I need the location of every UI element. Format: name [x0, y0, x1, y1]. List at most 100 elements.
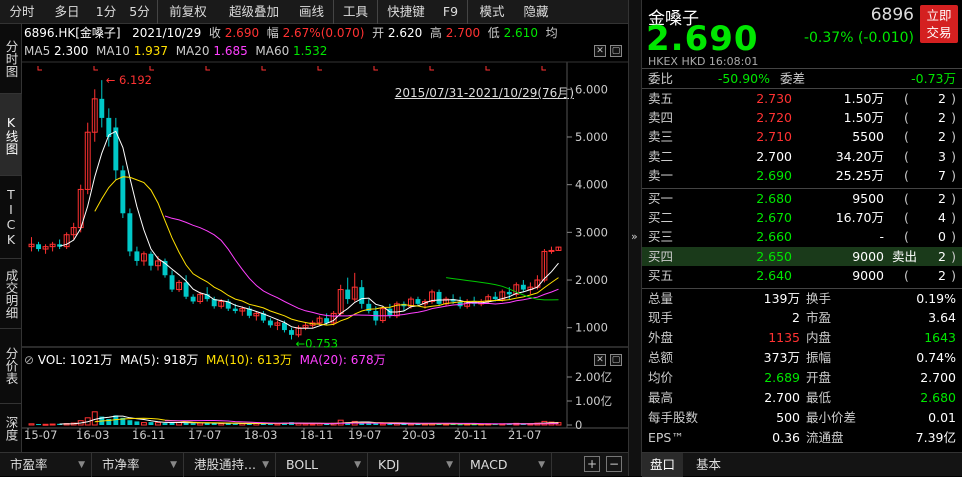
candle-74	[548, 246, 555, 254]
bid-price[interactable]: 2.650	[756, 248, 792, 264]
toolbar-btn-1[interactable]: 多日	[54, 3, 80, 19]
ma10-value: 1.937	[133, 44, 169, 58]
ask-paren-close: )	[951, 129, 956, 144]
candle-body	[351, 286, 358, 300]
vol-close-icon[interactable]: ✕	[594, 354, 606, 366]
candle-body	[289, 330, 294, 335]
stat-value: 3.64	[928, 310, 956, 325]
stat-value: 0.74%	[916, 350, 956, 365]
stat-row-2: 外盘 1135 内盘 1643	[642, 328, 962, 348]
bid-paren-open: (	[904, 191, 909, 206]
toolbar-btn-5[interactable]: 超级叠加	[228, 3, 279, 19]
toolbar-btn-9[interactable]: F9	[434, 0, 468, 24]
indicator-tab-2[interactable]: 港股通持... ▼	[184, 453, 276, 477]
ask-count: 7	[938, 168, 946, 183]
candle-6	[70, 222, 77, 240]
low-value: 2.610	[503, 26, 538, 40]
ma20-value: 1.685	[213, 44, 248, 58]
stock-code-name: 6896.HK[金嗓子]	[24, 26, 121, 40]
volume-bar	[457, 424, 463, 426]
left-tab-1[interactable]: K线图	[0, 94, 22, 176]
bid-row-0: 买一 2.680 9500 (2)	[642, 188, 962, 208]
candle-body	[91, 98, 98, 133]
event-marker	[429, 66, 434, 71]
ask-price[interactable]: 2.690	[756, 168, 792, 183]
ma20-label: MA20	[175, 44, 210, 58]
bid-price[interactable]: 2.670	[756, 209, 792, 225]
x-tick-label: 16-03	[76, 428, 110, 442]
indicator-tab-1[interactable]: 市净率 ▼	[92, 453, 184, 477]
left-tab-2[interactable]: TICK	[0, 176, 22, 259]
stat-value: 1643	[924, 330, 956, 345]
left-tab-5[interactable]: 深度	[0, 404, 22, 454]
toolbar-btn-0[interactable]: 分时	[9, 3, 35, 19]
remove-indicator-icon[interactable]: −	[606, 456, 622, 472]
dropdown-icon: ▼	[538, 460, 545, 470]
quote-tab-1[interactable]: 基本	[696, 457, 722, 472]
close-value: 2.690	[224, 26, 260, 40]
sell-action[interactable]: 卖出	[892, 248, 918, 264]
toolbar-btn-3[interactable]: 5分	[122, 0, 158, 24]
indicator-tab-5[interactable]: MACD ▼	[460, 453, 552, 477]
expand-icon[interactable]: »	[631, 230, 638, 243]
left-tab-3[interactable]: 成交明细	[0, 259, 22, 329]
ask-price[interactable]: 2.700	[756, 148, 792, 164]
x-tick-label: 21-07	[508, 428, 542, 442]
toolbar-btn-8[interactable]: 快捷键	[387, 3, 425, 19]
quote-tab-0[interactable]: 盘口	[642, 453, 684, 477]
candle-body	[520, 284, 526, 290]
stat-row-1: 现手 2 市盈 3.64	[642, 308, 962, 328]
ask-price[interactable]: 2.730	[756, 91, 792, 106]
candle-body	[63, 234, 70, 248]
ask-count: 2	[938, 129, 946, 144]
toolbar-btn-10[interactable]: 模式	[479, 3, 505, 19]
candle-3	[49, 241, 56, 252]
indicator-tab-4[interactable]: KDJ ▼	[368, 453, 460, 477]
bid-price[interactable]: 2.640	[756, 268, 792, 283]
candle-26	[211, 296, 217, 309]
ask-paren-open: (	[904, 109, 909, 125]
vol-settings-icon[interactable]: ▢	[610, 354, 622, 366]
ma10-label: MA10	[96, 44, 130, 58]
high-annotation: ← 6.192	[106, 73, 152, 87]
vol-toggle-icon[interactable]: ⊘	[24, 353, 35, 367]
event-marker	[261, 66, 266, 71]
stat-label: 每手股数	[648, 410, 699, 425]
left-tab-4[interactable]: 分价表	[0, 329, 22, 404]
ask-price[interactable]: 2.710	[756, 129, 792, 144]
candle-70	[520, 280, 526, 292]
bid-price[interactable]: 2.660	[756, 229, 792, 244]
candle-0	[28, 237, 35, 252]
indicator-tab-0[interactable]: 市盈率 ▼	[0, 453, 92, 477]
kline-chart[interactable]: 6.000 5.000 4.000 3.000 2.000 1.000 ← 6.192 ←0.…	[22, 0, 628, 430]
vol-tick-label: 2.00亿	[575, 370, 612, 384]
panel-divider[interactable]: »	[628, 0, 642, 476]
candle-48	[366, 299, 372, 314]
indicator-tab-3[interactable]: BOLL ▼	[276, 453, 368, 477]
stat-label: 现手	[648, 310, 674, 325]
toolbar-btn-11[interactable]: 隐藏	[523, 3, 549, 19]
candle-body	[436, 291, 442, 304]
stock-code: 6896	[870, 5, 914, 25]
high-value: 2.700	[445, 26, 481, 40]
candle-body	[57, 244, 63, 247]
vol-value: VOL: 1021万	[37, 353, 113, 367]
bar-date: 2021/10/29	[132, 26, 202, 40]
candle-50	[379, 306, 386, 323]
bid-price[interactable]: 2.680	[756, 191, 792, 206]
panel-settings-icon[interactable]: ▢	[610, 45, 622, 57]
toolbar-btn-7[interactable]: 工具	[334, 0, 378, 24]
left-tab-0[interactable]: 分时图	[0, 24, 22, 94]
close-panel-icon[interactable]: ✕	[594, 45, 606, 57]
ask-price[interactable]: 2.720	[756, 109, 792, 125]
toolbar-btn-4[interactable]: 前复权	[169, 3, 207, 19]
toolbar-btn-2[interactable]: 1分	[95, 3, 117, 19]
candle-14	[127, 208, 133, 257]
candle-1	[36, 241, 41, 252]
candle-8	[84, 122, 91, 195]
toolbar-btn-6[interactable]: 画线	[290, 0, 334, 24]
add-indicator-icon[interactable]: +	[584, 456, 600, 472]
ma60-value: 1.532	[293, 44, 328, 58]
trade-now-button[interactable]: 立即 交易	[920, 5, 958, 43]
date-range[interactable]: 2015/07/31-2021/10/29(76月)	[394, 86, 574, 100]
